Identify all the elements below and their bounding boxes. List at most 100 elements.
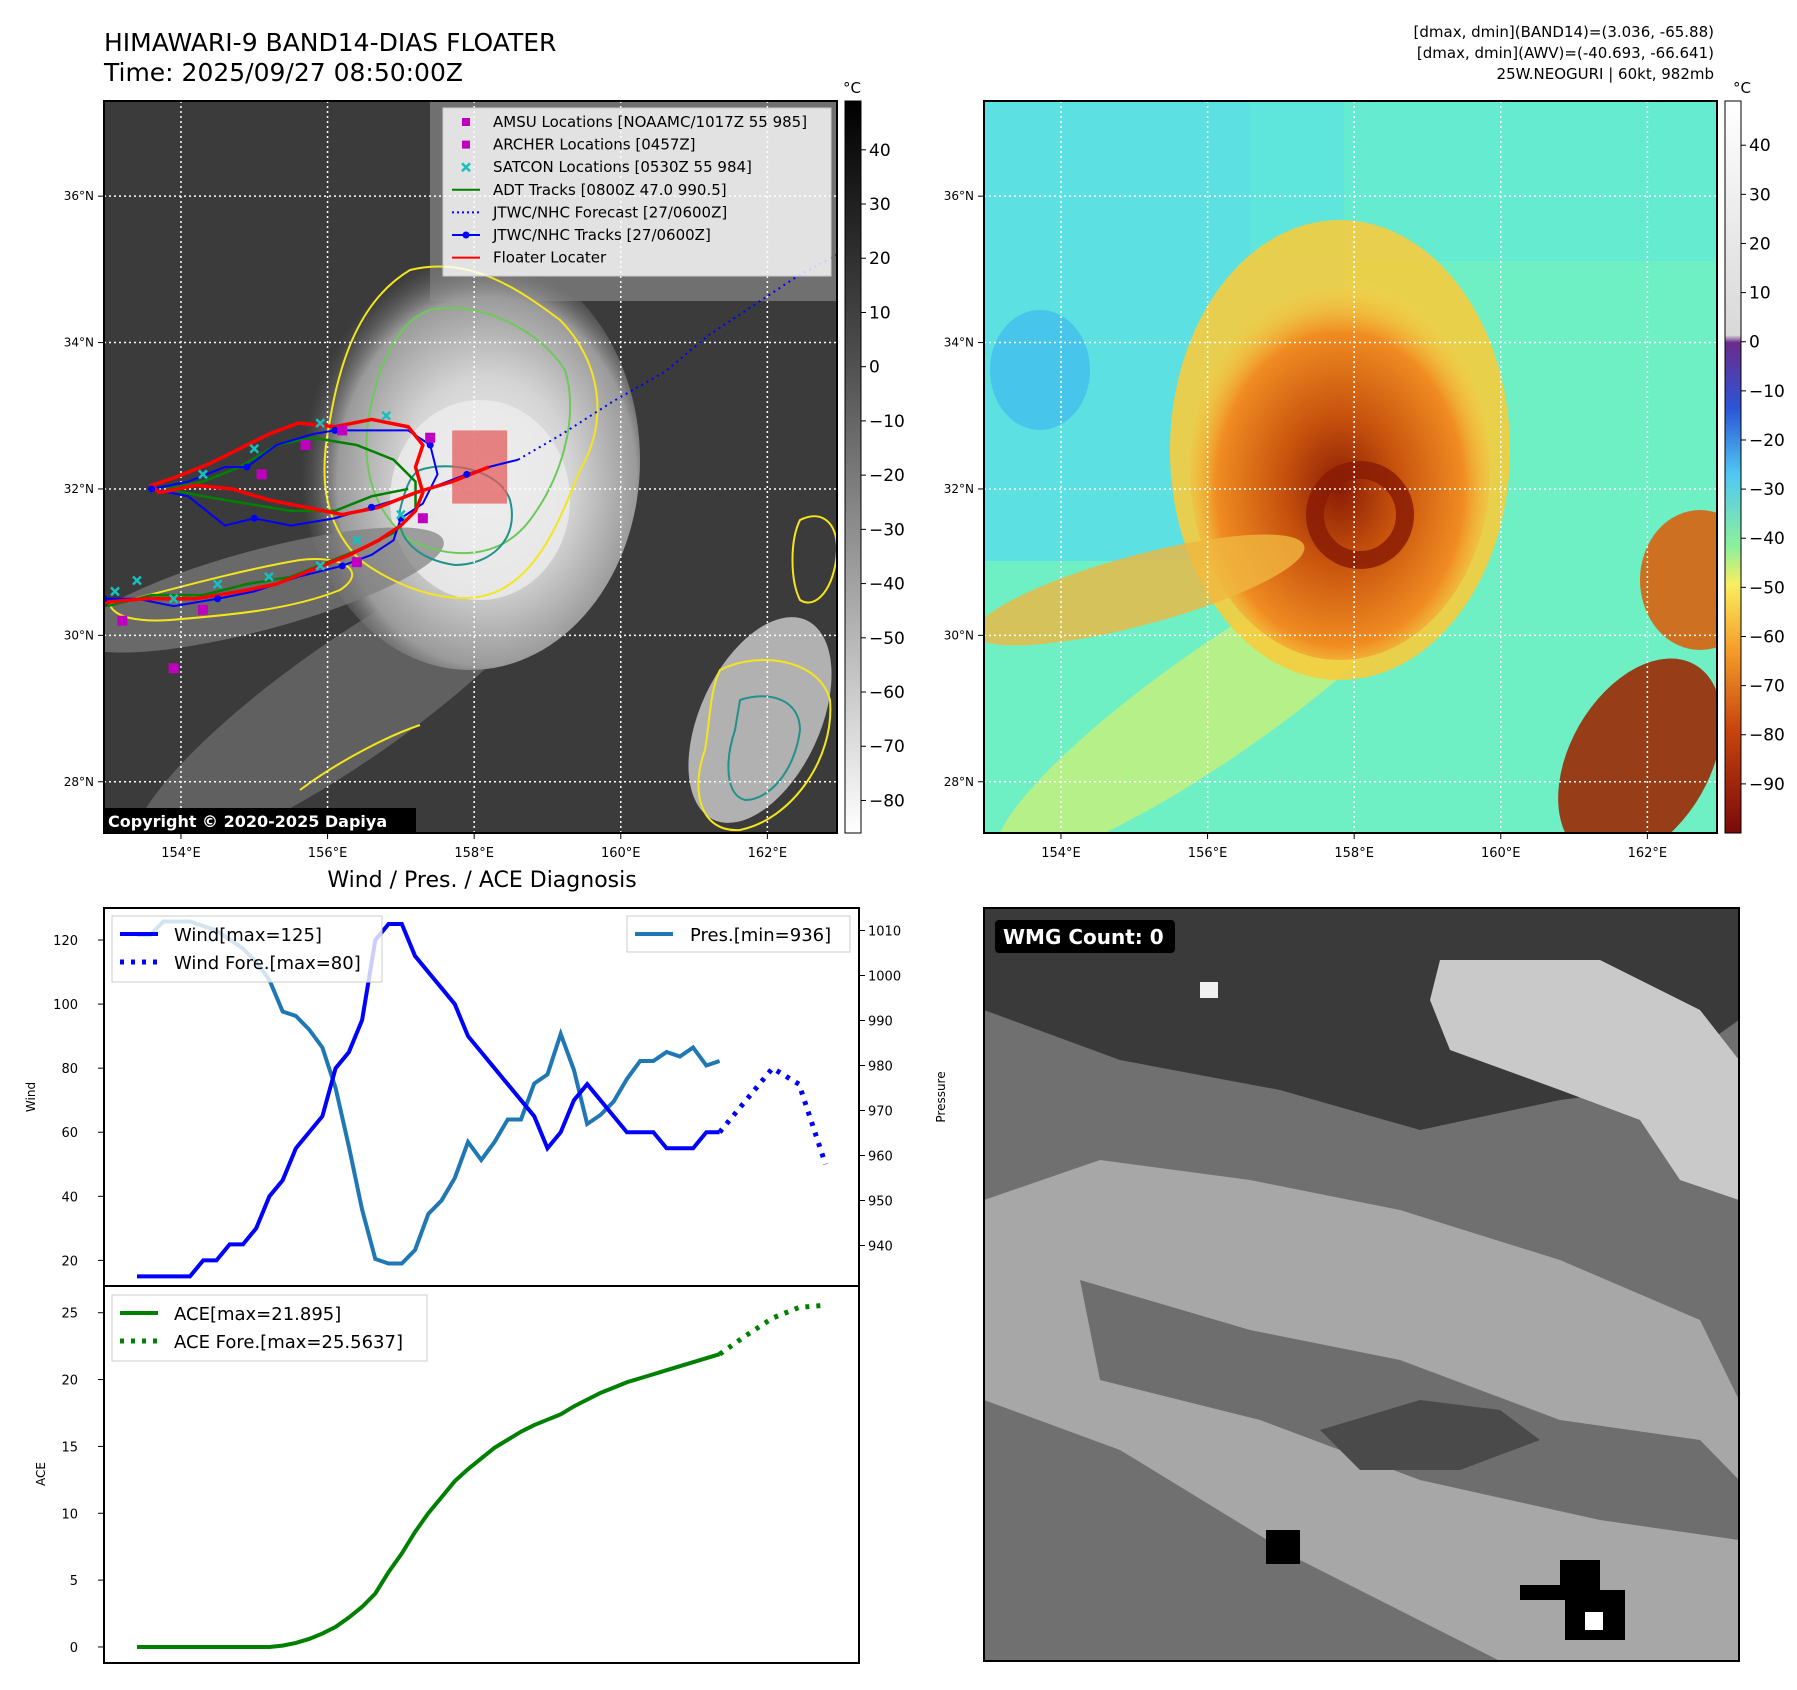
colorbar-tick-label: −30 [1749, 480, 1785, 500]
colorbar-tick-label: 10 [869, 303, 891, 323]
pressure-tick-label: 940 [868, 1240, 893, 1255]
ace-legend-label: ACE[max=21.895] [174, 1304, 341, 1325]
pressure-tick-label: 1010 [868, 925, 901, 940]
wind-tick-label: 60 [61, 1126, 78, 1141]
colorbar-tick-label: 40 [1749, 136, 1771, 156]
contour-yellow-southeast [697, 659, 832, 832]
legend-label: AMSU Locations [NOAAMC/1017Z 55 985] [493, 113, 807, 131]
jtwc-track-point [243, 463, 251, 471]
legend-label: Floater Locater [493, 249, 607, 267]
lon-tick-label: 160°E [601, 846, 641, 861]
colorbar-tick-label: −80 [1749, 726, 1785, 746]
wind-tick-label: 100 [53, 998, 78, 1013]
lat-tick-label: 32°N [944, 482, 974, 496]
wmg-frame [983, 907, 1740, 1662]
legend-swatch-dot [462, 231, 470, 239]
legend-swatch-square [462, 140, 470, 149]
wmg-black-cell-a [1266, 1530, 1300, 1564]
ace-tick-label: 15 [61, 1440, 78, 1455]
pressure-legend: Pres.[min=936] [626, 915, 851, 953]
legend-box [442, 107, 832, 277]
wmg-count-label: WMG Count: 0 [1003, 925, 1164, 949]
ir-map-ticks: 154°E 156°E 158°E 160°E 162°E 36°N 34°N 32°N 30°… [64, 189, 787, 861]
copyright-badge [104, 808, 416, 833]
colorbar-tick-label: −70 [1749, 677, 1785, 697]
colorbar-left-bar [844, 100, 862, 834]
colorbar-tick-label: 30 [869, 195, 891, 215]
amsu-marker [337, 425, 348, 436]
figure-time: Time: 2025/09/27 08:50:00Z [104, 58, 463, 87]
diagnosis-title: Wind / Pres. / ACE Diagnosis [327, 868, 636, 893]
jtwc-track-point [331, 426, 339, 434]
colorbar-right-bar [1724, 100, 1742, 834]
amsu-marker [117, 615, 128, 626]
wind-tick-label: 80 [61, 1062, 78, 1077]
ace-legend-box [111, 1294, 428, 1362]
satcon-marker [395, 509, 406, 520]
pressure-tick-label: 960 [868, 1150, 893, 1165]
colorbar-tick-label: −80 [869, 791, 905, 811]
jtwc-track-point [368, 503, 376, 511]
legend-label: SATCON Locations [0530Z 55 984] [493, 158, 752, 176]
contour-yellow-tail [108, 558, 354, 622]
lon-tick-label: 156°E [1188, 846, 1228, 861]
jtwc-track-point [250, 514, 258, 522]
contour-yellow-main [323, 265, 599, 599]
info-storm-status: 25W.NEOGURI | 60kt, 982mb [1496, 65, 1714, 83]
ct-blue-patch [990, 310, 1090, 430]
lat-tick-label: 36°N [944, 189, 974, 203]
colorbar-left-unit: °C [843, 79, 861, 97]
ace-tick-label: 20 [61, 1374, 78, 1389]
colorbar-left: °C 40 30 20 10 0 −10 −20 −30 −40 −50 −60 −70 −80 [843, 79, 905, 834]
jtwc-forecast-line [517, 253, 837, 461]
wind-legend: Wind[max=125] Wind Fore.[max=80] [111, 915, 383, 983]
map-legend: AMSU Locations [NOAAMC/1017Z 55 985] ARCH… [442, 107, 832, 277]
jtwc-track-point [338, 562, 346, 570]
ace-tick-label: 10 [61, 1507, 78, 1522]
wind-tick-label: 120 [53, 934, 78, 949]
lat-tick-label: 30°N [64, 628, 94, 642]
adt-track-line [107, 436, 417, 608]
colorbar-tick-label: −90 [1749, 775, 1785, 795]
colorbar-right-unit: °C [1733, 79, 1751, 97]
amsu-marker [300, 440, 311, 451]
ct-map-ticks: 154°E 156°E 158°E 160°E 162°E 36°N 34°N 32°N 30°… [944, 189, 1667, 861]
wmg-dark-patch [1320, 1400, 1540, 1470]
copyright-text: Copyright © 2020-2025 Dapiya [108, 812, 387, 831]
pressure-tick-label: 990 [868, 1015, 893, 1030]
jtwc-track-point [214, 595, 222, 603]
ace-fore-legend-label: ACE Fore.[max=25.5637] [174, 1332, 403, 1353]
colorbar-tick-label: 40 [869, 141, 891, 161]
lat-tick-label: 34°N [64, 336, 94, 350]
colorbar-tick-label: 20 [869, 249, 891, 269]
ace-tick-label: 0 [70, 1641, 78, 1656]
ct-eyewall [1306, 461, 1414, 569]
colorbar-tick-label: −20 [869, 466, 905, 486]
contour-teal-southeast [727, 695, 802, 802]
info-awv-range: [dmax, dmin](AWV)=(-40.693, -66.641) [1416, 44, 1714, 62]
ace-line [137, 1352, 721, 1649]
legend-swatch-square [462, 118, 470, 126]
colorbar-tick-label: 20 [1749, 234, 1771, 254]
wmg-light-region [1430, 960, 1739, 1200]
colorbar-tick-label: −30 [869, 520, 905, 540]
wind-legend-box [111, 915, 383, 983]
colorbar-tick-label: −60 [1749, 627, 1785, 647]
contour-yellow-band [299, 724, 421, 791]
colorbar-right: °C 40 30 20 10 0 −10 −20 −30 −40 −50 −60 −70 −80 −90 [1724, 79, 1785, 834]
amsu-marker [425, 432, 436, 443]
wind-legend-label: Wind[max=125] [174, 925, 322, 946]
satcon-marker [110, 586, 120, 597]
wind-tick-label: 40 [61, 1190, 78, 1205]
ct-gridlines [984, 101, 1717, 833]
ace-tick-label: 5 [70, 1574, 78, 1589]
wmg-white-cell [1585, 1612, 1603, 1630]
pressure-axis-ticks: 940 950 960 970 980 990 1000 1010 [859, 925, 901, 1255]
pressure-tick-label: 970 [868, 1105, 893, 1120]
amsu-marker [168, 663, 179, 674]
lon-tick-label: 158°E [454, 846, 494, 861]
legend-label: JTWC/NHC Forecast [27/0600Z] [492, 203, 727, 221]
wind-tick-label: 20 [61, 1254, 78, 1269]
colorbar-tick-label: −10 [1749, 382, 1785, 402]
